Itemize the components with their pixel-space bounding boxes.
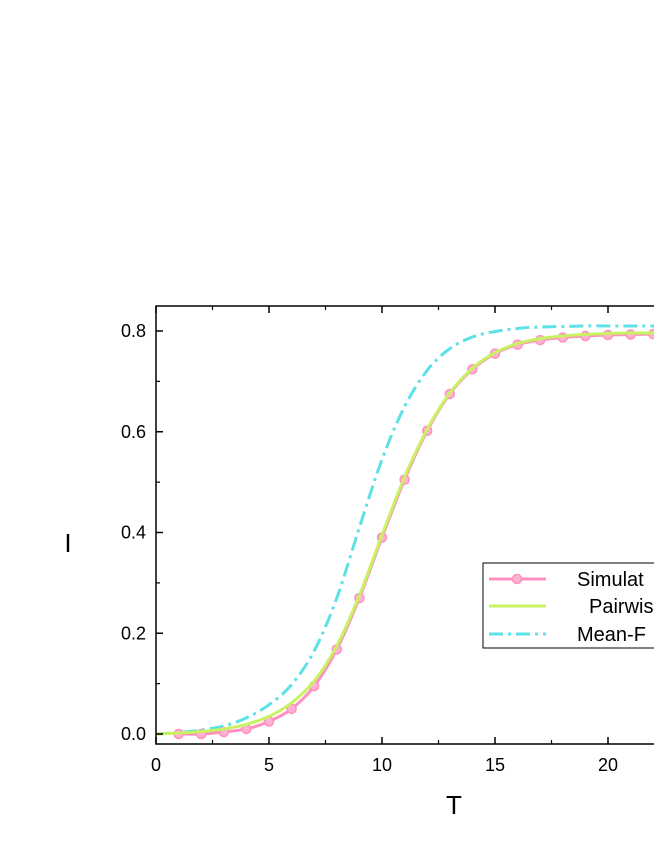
legend: Simulat Pairwis Mean-F [482,562,654,649]
x-tick-label: 5 [264,755,274,775]
y-tick-label: 0.6 [121,422,146,442]
y-tick-label: 0.8 [121,321,146,341]
x-axis-label: T [446,790,462,820]
plot-frame [155,305,654,745]
series-line-mean-field [156,324,654,736]
x-tick-label: 20 [598,755,618,775]
x-tick-label: 0 [151,755,161,775]
series-line-simulation [178,332,654,736]
x-axis: 0 5 10 15 20 [151,306,618,775]
legend-label-pairwise: Pairwis [589,596,653,618]
legend-marker [511,573,523,585]
y-axis-label: I [64,528,71,558]
series-line-pairwise [156,331,654,736]
y-axis: 0.0 0.2 0.4 0.6 0.8 [121,321,163,744]
y-tick-label: 0.4 [121,523,146,543]
legend-label-simulation: Simulat [577,569,644,591]
series-layer [156,324,654,740]
x-tick-label: 15 [485,755,505,775]
y-tick-label: 0.0 [121,724,146,744]
x-tick-label: 10 [372,755,392,775]
y-tick-label: 0.2 [121,623,146,643]
legend-label-mean-field: Mean-F [577,624,646,646]
